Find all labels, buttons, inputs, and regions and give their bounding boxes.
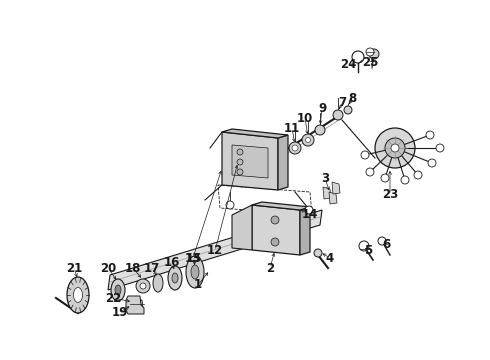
Polygon shape xyxy=(329,192,337,204)
Circle shape xyxy=(414,171,422,179)
Text: 2: 2 xyxy=(266,261,274,274)
Circle shape xyxy=(302,134,314,146)
Circle shape xyxy=(314,249,322,257)
Text: 1: 1 xyxy=(194,279,202,292)
Circle shape xyxy=(361,151,369,159)
Circle shape xyxy=(237,169,243,175)
Circle shape xyxy=(352,51,364,63)
Polygon shape xyxy=(332,182,340,194)
Polygon shape xyxy=(128,300,143,308)
Text: 9: 9 xyxy=(318,102,326,114)
Text: 20: 20 xyxy=(100,261,116,274)
Text: 21: 21 xyxy=(66,261,82,274)
Ellipse shape xyxy=(115,285,121,295)
Circle shape xyxy=(305,138,311,143)
Ellipse shape xyxy=(74,288,82,302)
Circle shape xyxy=(426,131,434,139)
Text: 22: 22 xyxy=(105,292,121,305)
Circle shape xyxy=(271,216,279,224)
Polygon shape xyxy=(300,207,310,255)
Ellipse shape xyxy=(67,277,89,313)
Text: 3: 3 xyxy=(321,171,329,184)
Text: 5: 5 xyxy=(364,243,372,256)
Polygon shape xyxy=(278,135,288,190)
Circle shape xyxy=(271,238,279,246)
Text: 7: 7 xyxy=(338,95,346,108)
Text: 13: 13 xyxy=(185,252,201,265)
Circle shape xyxy=(237,149,243,155)
Circle shape xyxy=(385,138,405,158)
Circle shape xyxy=(366,48,374,56)
Circle shape xyxy=(140,283,146,289)
Circle shape xyxy=(289,142,301,154)
Circle shape xyxy=(428,159,436,167)
Circle shape xyxy=(333,110,343,120)
Circle shape xyxy=(369,49,379,59)
Polygon shape xyxy=(108,210,322,290)
Text: 24: 24 xyxy=(340,58,356,72)
Ellipse shape xyxy=(111,279,125,301)
Text: 11: 11 xyxy=(284,122,300,135)
Ellipse shape xyxy=(186,256,204,288)
Text: 16: 16 xyxy=(164,256,180,270)
Text: 12: 12 xyxy=(207,244,223,257)
Ellipse shape xyxy=(168,266,182,290)
Text: 18: 18 xyxy=(125,261,141,274)
Text: 25: 25 xyxy=(362,57,378,69)
Text: 6: 6 xyxy=(382,238,390,252)
Circle shape xyxy=(344,106,352,114)
Circle shape xyxy=(378,237,386,245)
Ellipse shape xyxy=(153,274,163,292)
Circle shape xyxy=(315,125,325,135)
Ellipse shape xyxy=(191,265,199,279)
Polygon shape xyxy=(252,205,300,255)
Circle shape xyxy=(136,279,150,293)
Polygon shape xyxy=(222,132,278,190)
Circle shape xyxy=(391,144,399,152)
Text: 8: 8 xyxy=(348,91,356,104)
Polygon shape xyxy=(252,202,310,210)
Circle shape xyxy=(359,241,369,251)
Text: 17: 17 xyxy=(144,261,160,274)
Polygon shape xyxy=(126,296,144,314)
Text: 15: 15 xyxy=(186,252,202,265)
Circle shape xyxy=(436,144,444,152)
Circle shape xyxy=(292,145,298,151)
Text: 14: 14 xyxy=(302,208,318,221)
Circle shape xyxy=(401,176,409,184)
Polygon shape xyxy=(323,187,331,199)
Polygon shape xyxy=(232,205,252,250)
Polygon shape xyxy=(222,129,288,138)
Ellipse shape xyxy=(172,273,178,283)
Circle shape xyxy=(237,159,243,165)
Circle shape xyxy=(375,128,415,168)
Polygon shape xyxy=(232,145,268,178)
Text: 19: 19 xyxy=(112,306,128,319)
Circle shape xyxy=(305,206,313,214)
Text: 10: 10 xyxy=(297,112,313,125)
Text: 23: 23 xyxy=(382,189,398,202)
Circle shape xyxy=(366,168,374,176)
Circle shape xyxy=(381,174,389,182)
Circle shape xyxy=(226,201,234,209)
Text: 4: 4 xyxy=(326,252,334,265)
